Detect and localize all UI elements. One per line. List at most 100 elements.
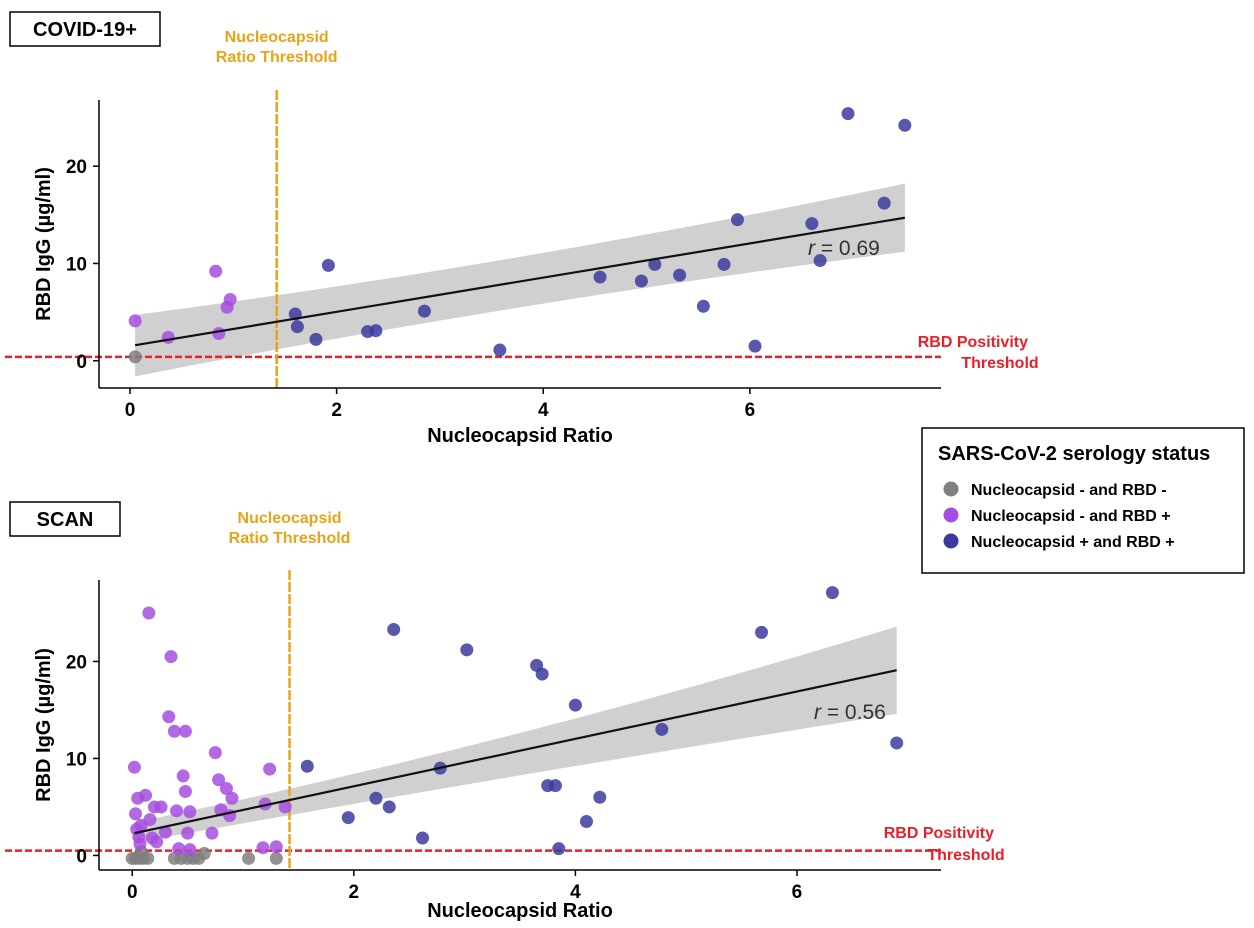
rbd-threshold-label-line2: Threshold xyxy=(927,847,1004,864)
data-point xyxy=(176,769,190,783)
correlation-value: = 0.69 xyxy=(815,237,880,260)
data-point xyxy=(593,790,607,804)
data-point xyxy=(183,805,197,819)
panel-title-covid: COVID-19+ xyxy=(9,11,161,47)
legend-title: SARS-CoV-2 serology status xyxy=(938,443,1210,465)
data-point xyxy=(223,292,237,306)
data-point xyxy=(898,118,912,132)
data-point xyxy=(341,811,355,825)
data-point xyxy=(841,107,855,121)
y-tick-label: 10 xyxy=(66,749,87,770)
data-point xyxy=(205,826,219,840)
x-tick-label: 6 xyxy=(792,882,803,903)
data-point xyxy=(493,343,507,357)
data-point xyxy=(164,650,178,664)
correlation-value: = 0.56 xyxy=(821,701,886,724)
data-point xyxy=(535,667,549,681)
data-point xyxy=(161,330,175,344)
data-point xyxy=(890,736,904,750)
legend-label-neg-neg: Nucleocapsid - and RBD - xyxy=(971,482,1167,499)
data-point xyxy=(382,800,396,814)
data-point xyxy=(813,254,827,268)
data-point xyxy=(460,643,474,657)
data-point xyxy=(212,327,226,341)
x-tick-label: 0 xyxy=(125,400,136,421)
data-point xyxy=(172,842,186,856)
y-tick-label: 0 xyxy=(76,352,87,373)
correlation-label: r = 0.69 xyxy=(808,237,880,260)
legend-marker-neg-neg xyxy=(943,481,959,497)
y-axis-label: RBD IgG (µg/ml) xyxy=(33,648,55,802)
data-point xyxy=(128,350,142,364)
x-tick-label: 6 xyxy=(745,400,756,421)
covid-scatter-panel: 0 2 4 6 0 10 20 Nucleocapsid Ratio RBD IgG (µg/m… xyxy=(5,29,1039,447)
x-tick-label: 4 xyxy=(570,882,581,903)
data-point xyxy=(579,815,593,829)
confidence-band xyxy=(135,183,905,377)
data-point xyxy=(717,257,731,271)
data-point xyxy=(416,831,430,845)
data-point xyxy=(648,257,662,271)
data-point xyxy=(548,779,562,793)
x-axis-label: Nucleocapsid Ratio xyxy=(427,900,613,922)
nucleocapsid-threshold-label-line2: Ratio Threshold xyxy=(229,530,351,547)
data-point xyxy=(127,760,141,774)
x-axis-label: Nucleocapsid Ratio xyxy=(427,425,613,447)
data-point xyxy=(170,804,184,818)
data-point xyxy=(256,841,270,855)
data-point xyxy=(181,826,195,840)
legend-marker-neg-pos xyxy=(943,507,959,523)
data-point xyxy=(225,791,239,805)
data-point xyxy=(877,196,891,210)
data-point xyxy=(208,746,222,760)
data-point xyxy=(129,807,143,821)
scan-scatter-panel: 0 2 4 6 0 10 20 Nucleocapsid Ratio RBD IgG (µg/m… xyxy=(5,510,1005,922)
y-tick-label: 10 xyxy=(66,254,87,275)
covid-panel-title: COVID-19+ xyxy=(33,19,137,41)
x-tick-label: 0 xyxy=(127,882,138,903)
data-point xyxy=(309,332,323,346)
data-point xyxy=(387,622,401,636)
data-point xyxy=(143,813,157,827)
y-tick-label: 20 xyxy=(66,652,87,673)
data-point xyxy=(183,843,197,857)
data-point xyxy=(219,782,233,796)
data-point xyxy=(133,837,147,851)
scan-panel-title: SCAN xyxy=(37,509,94,531)
data-point xyxy=(242,851,256,865)
data-point xyxy=(321,258,335,272)
x-tick-label: 2 xyxy=(349,882,360,903)
panel-title-scan: SCAN xyxy=(9,501,121,537)
rbd-threshold-label-line1: RBD Positivity xyxy=(884,825,994,842)
data-point xyxy=(593,270,607,284)
data-point xyxy=(139,788,153,802)
data-point xyxy=(258,797,272,811)
data-point xyxy=(269,851,283,865)
data-point xyxy=(158,825,172,839)
data-point xyxy=(167,724,181,738)
data-point xyxy=(655,722,669,736)
data-point xyxy=(128,314,142,328)
rbd-threshold-label-line2: Threshold xyxy=(961,355,1038,372)
data-point xyxy=(197,847,211,861)
nucleocapsid-threshold-label-line2: Ratio Threshold xyxy=(216,49,338,66)
data-point xyxy=(805,217,819,231)
x-tick-label: 2 xyxy=(331,400,342,421)
data-point xyxy=(552,842,566,856)
data-point xyxy=(417,304,431,318)
data-point xyxy=(748,339,762,353)
correlation-label: r = 0.56 xyxy=(814,701,886,724)
data-point xyxy=(300,759,314,773)
regression-line xyxy=(134,669,897,835)
x-tick-label: 4 xyxy=(538,400,549,421)
data-point xyxy=(150,835,164,849)
data-point xyxy=(696,299,710,313)
confidence-band xyxy=(134,626,897,843)
legend-marker-pos-pos xyxy=(943,533,959,549)
data-point xyxy=(290,320,304,334)
data-point xyxy=(825,586,839,600)
data-point xyxy=(178,784,192,798)
y-tick-label: 20 xyxy=(66,157,87,178)
y-tick-label: 0 xyxy=(76,846,87,867)
data-point xyxy=(212,773,226,787)
